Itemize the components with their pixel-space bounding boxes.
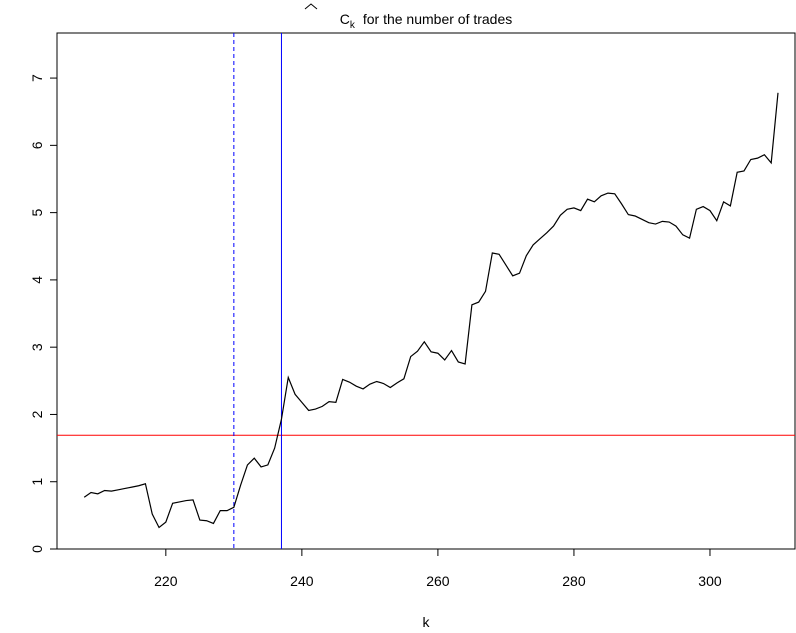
y-tick-label: 2 [29,410,45,418]
y-tick-label: 1 [29,478,45,486]
x-tick-label: 280 [562,573,586,589]
x-tick-label: 300 [698,573,722,589]
y-tick-label: 7 [29,74,45,82]
x-tick-label: 260 [426,573,450,589]
y-tick-label: 0 [29,545,45,553]
title-symbol: C [340,11,350,27]
y-tick-label: 3 [29,343,45,351]
y-tick-label: 5 [29,209,45,217]
y-tick-label: 4 [29,276,45,284]
title-hat [304,3,318,10]
x-tick-label: 240 [290,573,314,589]
x-axis-label: k [423,614,431,630]
chart-title: Ck for the number of trades [340,11,513,31]
data-line [83,92,779,529]
plot-box [56,32,796,550]
title-subscript: k [350,20,356,31]
y-tick-label: 6 [29,141,45,149]
title-text: for the number of trades [363,11,512,27]
x-tick-label: 220 [154,573,178,589]
